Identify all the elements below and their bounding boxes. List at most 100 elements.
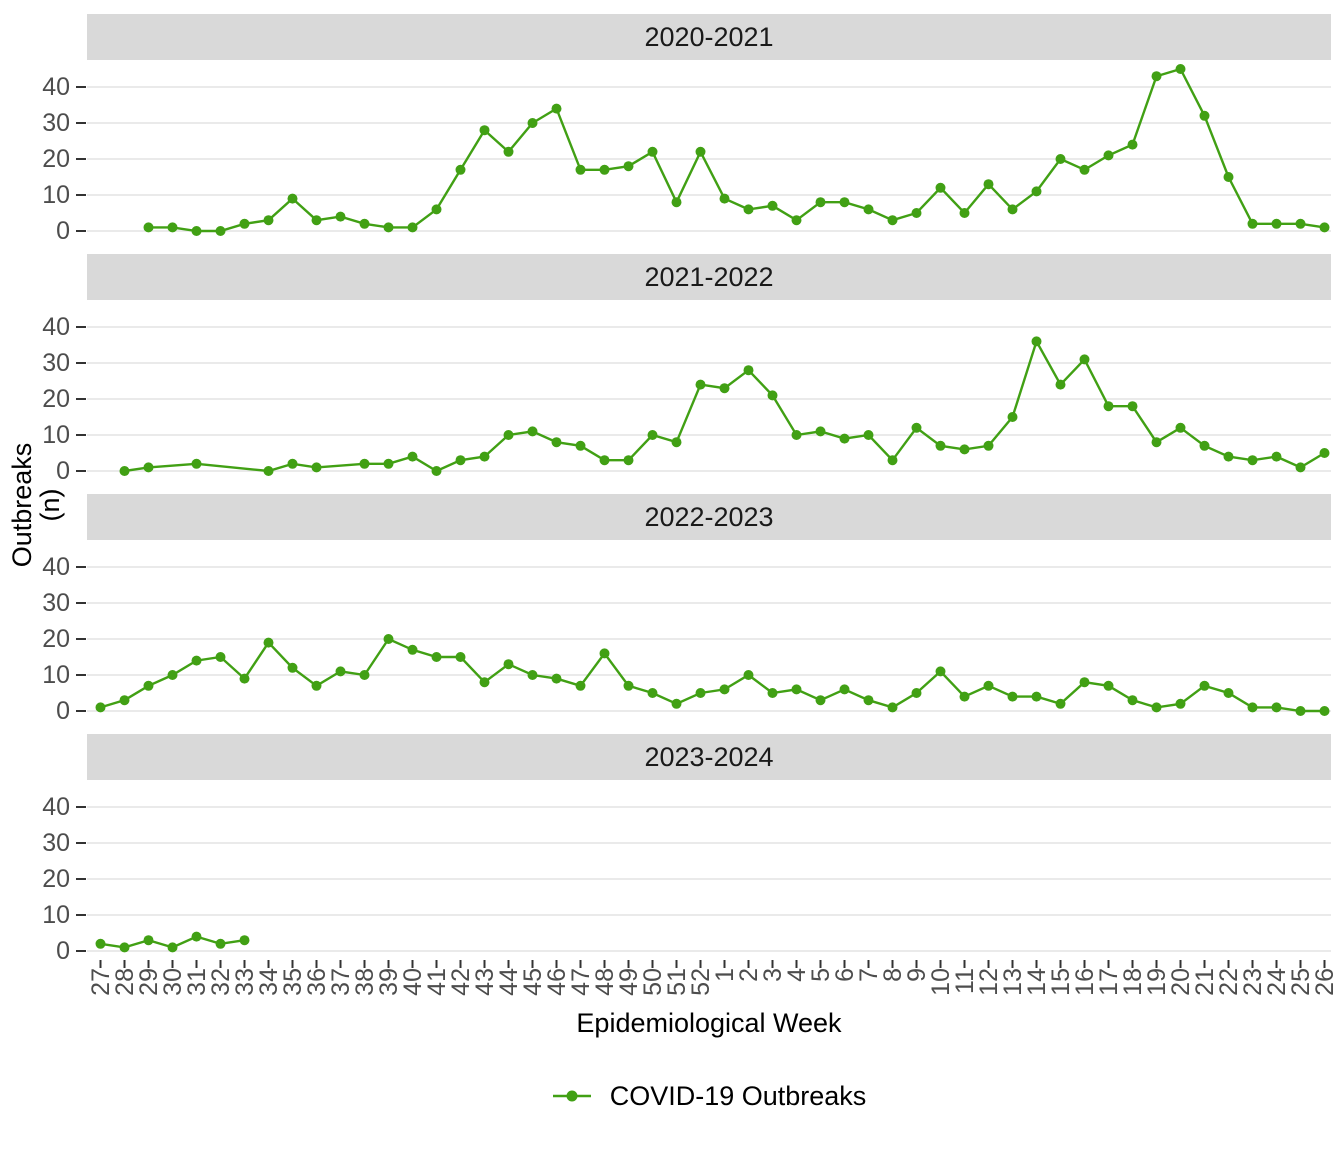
data-point-week-13 xyxy=(1007,691,1018,702)
data-point-week-6 xyxy=(839,684,850,695)
data-point-week-10 xyxy=(935,182,946,193)
data-point-week-28 xyxy=(119,466,130,476)
y-tick-label: 0 xyxy=(56,697,70,725)
data-point-week-50 xyxy=(647,430,658,440)
data-point-week-5 xyxy=(815,197,826,208)
y-tick-label: 0 xyxy=(56,937,70,965)
data-point-week-43 xyxy=(479,451,490,462)
data-point-week-7 xyxy=(863,430,874,440)
y-axis-ticks xyxy=(76,566,86,712)
data-point-week-14 xyxy=(1031,336,1042,347)
data-point-week-49 xyxy=(623,161,634,172)
data-point-week-39 xyxy=(383,458,394,469)
data-point-week-45 xyxy=(527,426,538,437)
data-point-week-44 xyxy=(503,430,514,440)
data-point-week-6 xyxy=(839,197,850,208)
data-point-week-7 xyxy=(863,204,874,215)
data-point-week-20 xyxy=(1175,422,1186,433)
data-point-week-12 xyxy=(983,680,994,691)
data-point-week-4 xyxy=(791,430,802,440)
data-point-week-2 xyxy=(743,670,754,680)
data-point-week-37 xyxy=(335,666,346,677)
data-point-week-9 xyxy=(911,422,922,433)
data-point-week-46 xyxy=(551,673,562,684)
data-point-week-41 xyxy=(431,466,442,476)
y-tick-label: 0 xyxy=(56,457,70,485)
y-tick-label: 40 xyxy=(42,313,70,341)
data-point-week-43 xyxy=(479,677,490,688)
data-point-week-7 xyxy=(863,695,874,706)
outbreaks-line xyxy=(124,338,1326,473)
data-point-week-52 xyxy=(695,688,706,698)
data-point-week-10 xyxy=(935,440,946,451)
data-point-week-42 xyxy=(455,455,466,466)
data-point-week-14 xyxy=(1031,186,1042,197)
data-point-week-33 xyxy=(239,218,250,229)
y-tick-label: 20 xyxy=(42,865,70,893)
data-point-week-22 xyxy=(1223,451,1234,462)
data-point-week-27 xyxy=(95,938,106,949)
data-point-week-50 xyxy=(647,688,658,698)
data-point-week-4 xyxy=(791,215,802,226)
data-point-week-26 xyxy=(1319,222,1330,233)
data-point-week-45 xyxy=(527,670,538,680)
data-point-week-18 xyxy=(1127,139,1138,150)
data-point-week-47 xyxy=(575,440,586,451)
data-point-week-16 xyxy=(1079,354,1090,365)
data-point-week-16 xyxy=(1079,677,1090,688)
data-point-week-39 xyxy=(383,222,394,233)
data-point-week-17 xyxy=(1103,401,1114,412)
data-point-week-36 xyxy=(311,215,322,226)
data-point-week-20 xyxy=(1175,698,1186,709)
data-point-week-37 xyxy=(335,211,346,222)
data-point-week-42 xyxy=(455,164,466,175)
outbreaks-line xyxy=(100,637,1325,713)
data-point-week-27 xyxy=(95,702,106,713)
data-point-week-47 xyxy=(575,680,586,691)
data-point-week-32 xyxy=(215,226,226,236)
data-point-week-40 xyxy=(407,222,418,233)
data-point-week-32 xyxy=(215,652,226,662)
data-point-week-5 xyxy=(815,695,826,706)
data-point-week-35 xyxy=(287,662,298,673)
data-point-week-8 xyxy=(887,702,898,713)
y-tick-label: 10 xyxy=(42,661,70,689)
data-point-week-15 xyxy=(1055,698,1066,709)
data-point-week-12 xyxy=(983,179,994,190)
data-point-week-31 xyxy=(191,458,202,469)
data-point-week-31 xyxy=(191,226,202,236)
data-point-week-50 xyxy=(647,146,658,157)
facet-strip-2021-2022: 2021-2022 xyxy=(87,254,1331,300)
data-point-week-34 xyxy=(263,466,274,476)
y-tick-label: 10 xyxy=(42,181,70,209)
data-point-week-41 xyxy=(431,204,442,215)
data-point-week-49 xyxy=(623,455,634,466)
data-point-week-46 xyxy=(551,437,562,448)
data-point-week-40 xyxy=(407,644,418,655)
y-tick-label: 30 xyxy=(42,109,70,137)
data-point-week-3 xyxy=(767,200,778,211)
data-point-week-9 xyxy=(911,688,922,698)
legend-key-icon xyxy=(552,1090,591,1102)
facet-strip-2022-2023: 2022-2023 xyxy=(87,494,1331,540)
data-point-week-44 xyxy=(503,146,514,157)
data-point-week-34 xyxy=(263,637,274,648)
data-point-week-24 xyxy=(1271,702,1282,713)
data-point-week-22 xyxy=(1223,172,1234,182)
data-point-week-42 xyxy=(455,652,466,662)
data-point-week-26 xyxy=(1319,706,1330,716)
data-point-week-8 xyxy=(887,455,898,466)
data-point-week-21 xyxy=(1199,110,1210,121)
data-point-week-32 xyxy=(215,938,226,949)
facet-strip-label: 2020-2021 xyxy=(644,21,774,52)
data-point-week-38 xyxy=(359,670,370,680)
data-point-week-35 xyxy=(287,193,298,204)
data-point-week-1 xyxy=(719,383,730,394)
data-point-week-30 xyxy=(167,670,178,680)
facet-panel-2021-2022 xyxy=(87,326,1331,476)
y-tick-label: 30 xyxy=(42,589,70,617)
y-axis-ticks xyxy=(76,806,86,952)
y-tick-label: 20 xyxy=(42,625,70,653)
data-point-week-46 xyxy=(551,103,562,114)
